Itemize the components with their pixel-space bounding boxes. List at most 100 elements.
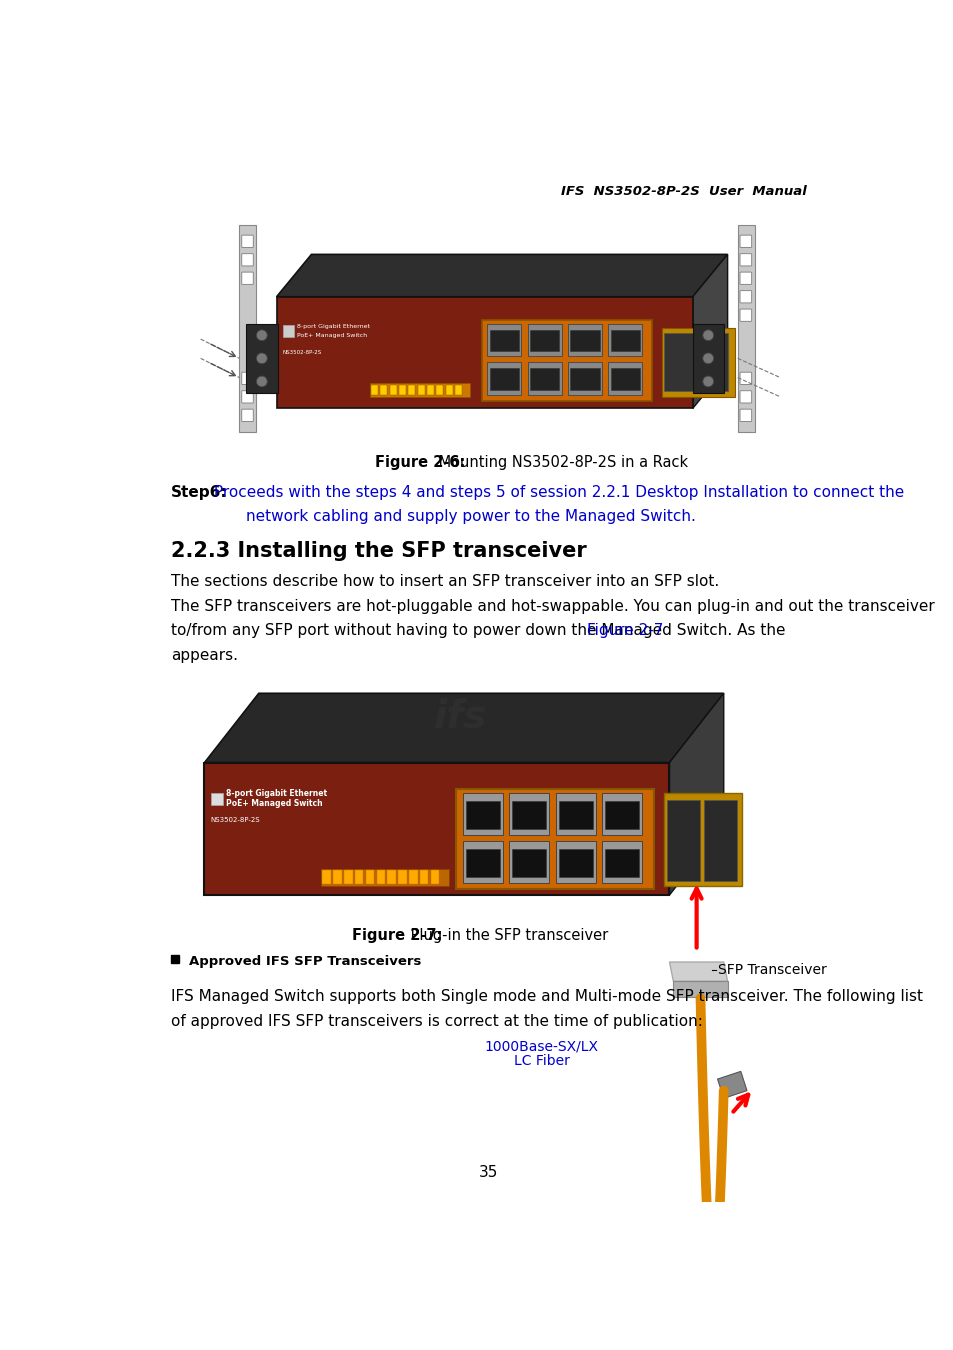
Bar: [380, 385, 387, 396]
Bar: [610, 369, 639, 390]
FancyBboxPatch shape: [740, 409, 751, 421]
Bar: [455, 385, 461, 396]
Bar: [703, 801, 736, 882]
Text: Approved IFS SFP Transceivers: Approved IFS SFP Transceivers: [189, 954, 421, 968]
Text: Proceeds with the steps 4 and steps 5 of session 2.2.1 Desktop Installation to c: Proceeds with the steps 4 and steps 5 of…: [209, 486, 903, 501]
Bar: [397, 871, 406, 884]
Bar: [601, 841, 641, 883]
Bar: [489, 369, 518, 390]
Bar: [512, 849, 546, 876]
Bar: [737, 225, 754, 432]
Bar: [610, 329, 639, 351]
Bar: [608, 324, 641, 356]
Polygon shape: [204, 694, 723, 763]
Bar: [487, 362, 521, 394]
Bar: [465, 849, 499, 876]
Text: Step6:: Step6:: [171, 486, 228, 501]
Bar: [320, 869, 448, 886]
Bar: [527, 324, 561, 356]
Bar: [282, 325, 294, 336]
Bar: [419, 871, 428, 884]
Text: IFS Managed Switch supports both Single mode and Multi-mode SFP transceiver. The: IFS Managed Switch supports both Single …: [171, 990, 923, 1004]
Bar: [661, 328, 735, 397]
Bar: [604, 849, 639, 876]
Polygon shape: [717, 1072, 746, 1099]
FancyBboxPatch shape: [740, 309, 751, 321]
Polygon shape: [276, 254, 727, 297]
Bar: [558, 801, 592, 829]
Bar: [698, 333, 727, 391]
Bar: [692, 324, 723, 393]
Circle shape: [702, 329, 713, 340]
FancyBboxPatch shape: [740, 390, 751, 404]
Bar: [608, 362, 641, 394]
Text: Mounting NS3502-8P-2S in a Rack: Mounting NS3502-8P-2S in a Rack: [434, 455, 687, 470]
Text: PoE+ Managed Switch: PoE+ Managed Switch: [297, 332, 367, 338]
FancyBboxPatch shape: [740, 373, 751, 385]
Bar: [408, 385, 415, 396]
Text: 8-port Gigabit Ethernet: 8-port Gigabit Ethernet: [297, 324, 370, 328]
Bar: [436, 385, 443, 396]
Text: NS3502-8P-2S: NS3502-8P-2S: [211, 817, 260, 824]
FancyBboxPatch shape: [241, 235, 253, 247]
Bar: [489, 329, 518, 351]
Circle shape: [702, 377, 713, 387]
FancyBboxPatch shape: [740, 273, 751, 285]
Circle shape: [702, 352, 713, 363]
Circle shape: [256, 352, 267, 363]
Bar: [427, 385, 434, 396]
Polygon shape: [669, 694, 723, 895]
Bar: [558, 849, 592, 876]
Bar: [398, 385, 406, 396]
Text: The sections describe how to insert an SFP transceiver into an SFP slot.: The sections describe how to insert an S…: [171, 574, 719, 589]
Bar: [371, 385, 377, 396]
Bar: [555, 841, 596, 883]
Text: Figure 2-6:: Figure 2-6:: [375, 455, 465, 470]
Text: appears.: appears.: [171, 648, 238, 663]
Bar: [666, 801, 699, 882]
Circle shape: [256, 329, 267, 340]
Polygon shape: [669, 963, 727, 981]
Circle shape: [256, 377, 267, 387]
Text: IFS  NS3502-8P-2S  User  Manual: IFS NS3502-8P-2S User Manual: [560, 185, 806, 198]
Text: network cabling and supply power to the Managed Switch.: network cabling and supply power to the …: [245, 509, 695, 524]
FancyBboxPatch shape: [740, 254, 751, 266]
FancyBboxPatch shape: [241, 254, 253, 266]
Bar: [456, 788, 654, 888]
Bar: [465, 801, 499, 829]
Text: to/from any SFP port without having to power down the Managed Switch. As the: to/from any SFP port without having to p…: [171, 624, 790, 639]
Polygon shape: [204, 763, 669, 895]
Bar: [530, 369, 558, 390]
Bar: [390, 385, 396, 396]
Text: LC Fiber: LC Fiber: [513, 1053, 569, 1068]
FancyBboxPatch shape: [241, 273, 253, 285]
Text: 35: 35: [478, 1165, 498, 1180]
Bar: [333, 871, 341, 884]
Text: SFP Transceiver: SFP Transceiver: [718, 963, 826, 977]
Polygon shape: [276, 297, 692, 409]
Text: Figure 2-7:: Figure 2-7:: [352, 929, 441, 944]
Bar: [387, 871, 395, 884]
Text: The SFP transceivers are hot-pluggable and hot-swappable. You can plug-in and ou: The SFP transceivers are hot-pluggable a…: [171, 598, 934, 614]
Bar: [322, 871, 331, 884]
Bar: [530, 329, 558, 351]
Bar: [604, 801, 639, 829]
Bar: [409, 871, 417, 884]
FancyBboxPatch shape: [241, 373, 253, 385]
Polygon shape: [692, 254, 727, 409]
Text: 1000Base-SX/LX: 1000Base-SX/LX: [484, 1040, 598, 1054]
Bar: [462, 794, 502, 836]
Bar: [601, 794, 641, 836]
Bar: [365, 871, 374, 884]
Bar: [462, 841, 502, 883]
FancyBboxPatch shape: [740, 235, 751, 247]
Bar: [344, 871, 353, 884]
Bar: [567, 362, 601, 394]
Bar: [570, 329, 599, 351]
Bar: [570, 369, 599, 390]
Bar: [445, 385, 452, 396]
Text: of approved IFS SFP transceivers is correct at the time of publication:: of approved IFS SFP transceivers is corr…: [171, 1014, 702, 1029]
Bar: [509, 841, 549, 883]
Text: PoE+ Managed Switch: PoE+ Managed Switch: [226, 799, 322, 807]
FancyBboxPatch shape: [740, 290, 751, 302]
